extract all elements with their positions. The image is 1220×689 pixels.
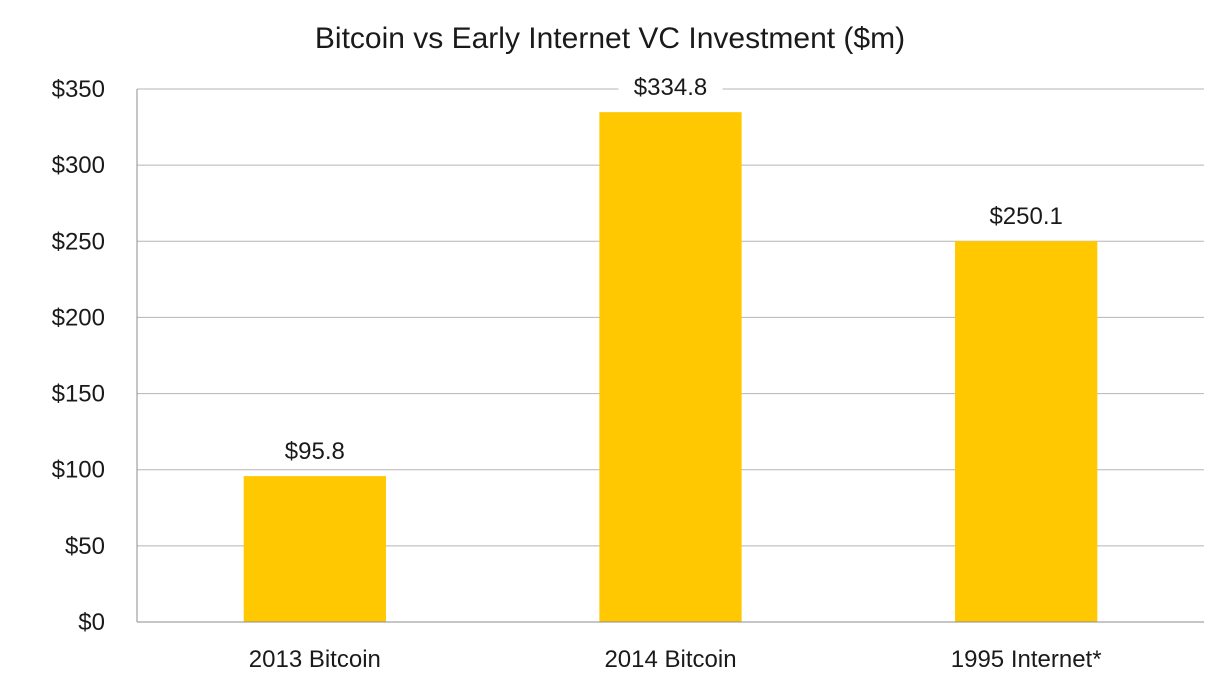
x-axis: 2013 Bitcoin 2014 Bitcoin 1995 Internet* xyxy=(137,621,1204,673)
data-label: $95.8 xyxy=(285,438,345,465)
data-label: $334.8 xyxy=(634,74,707,101)
bars: $95.8 $334.8 $250.1 xyxy=(243,70,1098,622)
data-label-background xyxy=(618,70,723,101)
data-label-background xyxy=(262,434,367,465)
bar xyxy=(599,112,742,622)
x-category-label: 2013 Bitcoin xyxy=(249,646,381,673)
y-tick-label: $300 xyxy=(52,152,105,179)
data-label: $250.1 xyxy=(989,203,1062,230)
x-category-label: 2014 Bitcoin xyxy=(604,646,736,673)
y-tick-label: $100 xyxy=(52,457,105,484)
y-tick-label: $250 xyxy=(52,228,105,255)
y-tick-label: $200 xyxy=(52,304,105,331)
chart-title: Bitcoin vs Early Internet VC Investment … xyxy=(314,22,906,55)
x-category-label: 1995 Internet* xyxy=(951,646,1102,673)
y-tick-label: $150 xyxy=(52,381,105,408)
y-tick-label: $50 xyxy=(65,533,105,560)
y-axis: $0 $50 $100 $150 $200 $250 $300 $350 xyxy=(52,76,138,636)
y-tick-label: $350 xyxy=(52,76,105,103)
bar xyxy=(955,241,1098,622)
data-label-background xyxy=(974,199,1079,230)
y-tick-label: $0 xyxy=(78,609,105,636)
bar xyxy=(243,476,386,622)
